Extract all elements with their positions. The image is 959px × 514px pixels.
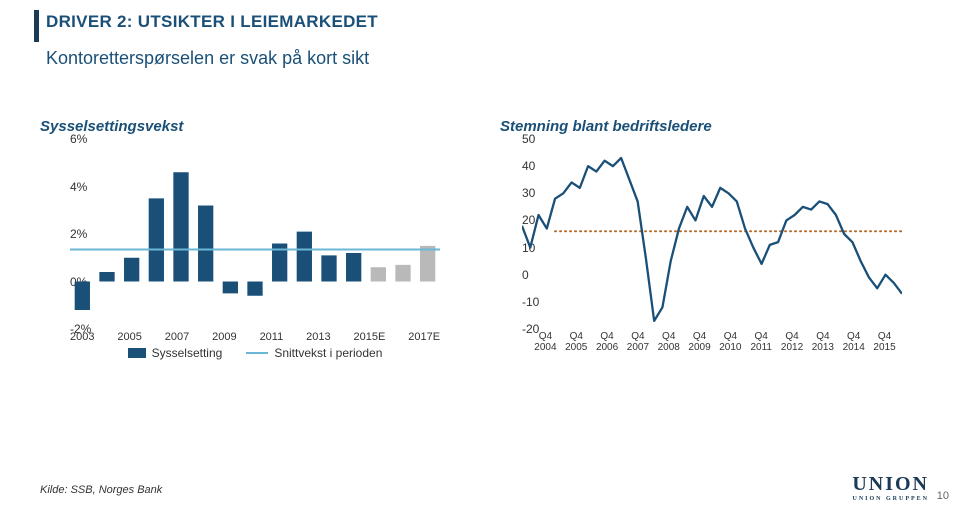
x-tick-label: 2003	[70, 329, 94, 343]
bar	[346, 253, 361, 282]
x-tick-label: 2009	[212, 329, 236, 343]
sentiment-chart-title: Stemning blant bedriftsledere	[500, 118, 910, 135]
bar	[247, 282, 262, 296]
bar	[173, 172, 188, 281]
sentiment-svg	[522, 139, 902, 329]
employment-chart-title: Sysselsettingsvekst	[40, 118, 450, 135]
x-tick-label: Q42005	[561, 329, 592, 353]
x-tick-label: Q42013	[807, 329, 838, 353]
brand-name: UNION	[852, 473, 929, 496]
legend-label-bars: Sysselsetting	[152, 346, 223, 360]
slide-title-text: DRIVER 2: UTSIKTER I LEIEMARKEDET	[46, 12, 378, 31]
x-tick-label: 2013	[306, 329, 330, 343]
sentiment-plot-area: -20-1001020304050Q42004Q42005Q42006Q4200…	[500, 139, 900, 329]
employment-chart: Sysselsettingsvekst -2%0%2%4%6%200320052…	[40, 118, 450, 329]
x-tick-label	[283, 329, 306, 343]
bar	[124, 258, 139, 282]
bar	[99, 272, 114, 282]
sentiment-x-axis: Q42004Q42005Q42006Q42007Q42008Q42009Q420…	[530, 329, 900, 353]
legend-item-line: Snittvekst i perioden	[246, 346, 382, 360]
x-tick-label: Q42009	[684, 329, 715, 353]
legend-item-bars: Sysselsetting	[128, 346, 223, 360]
legend-swatch-square	[128, 348, 146, 358]
bar	[198, 206, 213, 282]
sentiment-chart: Stemning blant bedriftsledere -20-100102…	[500, 118, 910, 329]
x-tick-label	[94, 329, 117, 343]
sentiment-line	[522, 158, 902, 321]
legend-swatch-line	[246, 352, 268, 354]
x-tick-label: Q42014	[838, 329, 869, 353]
bar	[371, 267, 386, 281]
x-tick-label: 2015E	[354, 329, 386, 343]
bar	[149, 198, 164, 281]
bar	[297, 232, 312, 282]
x-tick-label: Q42012	[777, 329, 808, 353]
x-tick-label	[385, 329, 408, 343]
x-tick-label	[142, 329, 165, 343]
bar	[395, 265, 410, 282]
x-tick-label: Q42008	[653, 329, 684, 353]
x-tick-label	[189, 329, 212, 343]
employment-plot-area: -2%0%2%4%6%2003200520072009201120132015E…	[40, 139, 440, 329]
x-tick-label: Q42011	[746, 329, 777, 353]
page-number: 10	[937, 490, 949, 502]
brand-logo: UNION UNION GRUPPEN	[852, 473, 929, 502]
employment-svg	[70, 139, 440, 329]
x-tick-label: Q42006	[592, 329, 623, 353]
legend-label-line: Snittvekst i perioden	[274, 346, 382, 360]
x-tick-label: Q42015	[869, 329, 900, 353]
bar	[420, 246, 435, 282]
slide: DRIVER 2: UTSIKTER I LEIEMARKEDET Kontor…	[0, 0, 959, 514]
brand-subname: UNION GRUPPEN	[852, 496, 929, 502]
x-tick-label: 2017E	[408, 329, 440, 343]
slide-subtitle: Kontoretterspørselen er svak på kort sik…	[46, 48, 369, 69]
x-tick-label: 2007	[165, 329, 189, 343]
x-tick-label: 2005	[117, 329, 141, 343]
employment-x-axis: 2003 2005 2007 2009 2011 2013 2015E 2017E	[70, 329, 440, 343]
x-tick-label	[331, 329, 354, 343]
x-tick-label	[237, 329, 260, 343]
bar	[75, 282, 90, 311]
bar	[321, 255, 336, 281]
x-tick-label: 2011	[260, 329, 284, 343]
slide-title: DRIVER 2: UTSIKTER I LEIEMARKEDET	[46, 12, 386, 38]
bar	[223, 282, 238, 294]
source-footer: Kilde: SSB, Norges Bank	[40, 484, 162, 496]
x-tick-label: Q42004	[530, 329, 561, 353]
employment-legend: Sysselsetting Snittvekst i perioden	[70, 346, 440, 360]
x-tick-label: Q42007	[622, 329, 653, 353]
x-tick-label: Q42010	[715, 329, 746, 353]
